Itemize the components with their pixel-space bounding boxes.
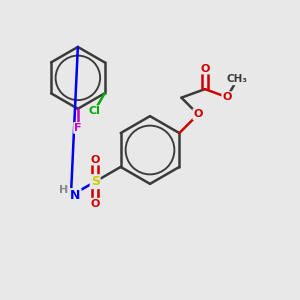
Text: S: S <box>91 175 100 188</box>
Text: O: O <box>91 199 100 209</box>
Text: H: H <box>59 185 68 195</box>
Text: O: O <box>222 92 232 102</box>
Text: O: O <box>194 109 203 119</box>
Text: N: N <box>70 189 81 202</box>
Text: F: F <box>74 123 82 133</box>
Text: O: O <box>91 154 100 165</box>
Text: CH₃: CH₃ <box>227 74 248 84</box>
Text: Cl: Cl <box>88 106 100 116</box>
Text: O: O <box>200 64 210 74</box>
